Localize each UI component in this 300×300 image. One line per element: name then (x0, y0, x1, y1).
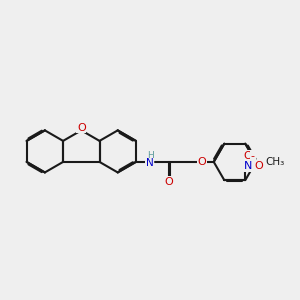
Text: O: O (254, 161, 263, 171)
Text: O: O (164, 177, 173, 187)
Text: N: N (244, 161, 252, 171)
Text: O: O (77, 123, 86, 133)
Text: O: O (243, 151, 252, 161)
Text: H: H (147, 151, 154, 160)
Text: N: N (146, 158, 154, 168)
Text: -: - (251, 151, 255, 161)
Text: O: O (198, 157, 207, 167)
Text: CH₃: CH₃ (265, 157, 284, 167)
